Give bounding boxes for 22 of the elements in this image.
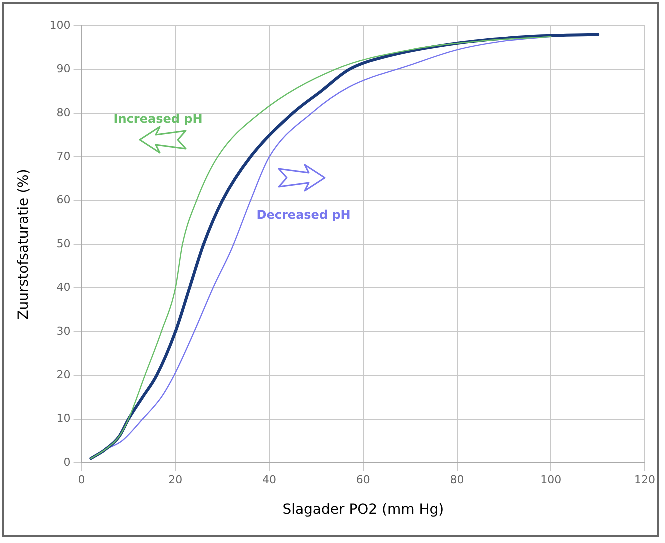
x-axis-title: Slagader PO2 (mm Hg): [282, 502, 444, 518]
y-tick-label: 20: [56, 368, 71, 382]
y-tick-label: 90: [56, 62, 71, 76]
y-tick-label: 60: [56, 194, 71, 207]
x-tick-label: 40: [262, 473, 277, 486]
y-axis-title: Zuurstofsaturatie (%): [16, 169, 32, 320]
y-tick-label: 100: [50, 18, 71, 32]
x-tick-label: 100: [540, 473, 562, 486]
y-tick-label: 0: [64, 456, 71, 469]
y-tick-label: 40: [56, 281, 71, 294]
series-label: Decreased pH: [256, 208, 351, 222]
x-tick-label: 20: [168, 473, 183, 486]
text: Increased pH: [114, 112, 203, 126]
x-tick-label: 80: [450, 473, 464, 486]
y-tick-label: 50: [56, 237, 71, 250]
y-tick-label: 70: [56, 150, 71, 163]
y-tick-label: 30: [56, 324, 71, 338]
y-tick-label: 80: [56, 106, 71, 120]
x-tick-label: 0: [78, 473, 86, 486]
x-tick-label: 60: [356, 473, 370, 486]
y-tick-label: 10: [56, 412, 71, 426]
x-tick-label: 120: [634, 473, 656, 486]
